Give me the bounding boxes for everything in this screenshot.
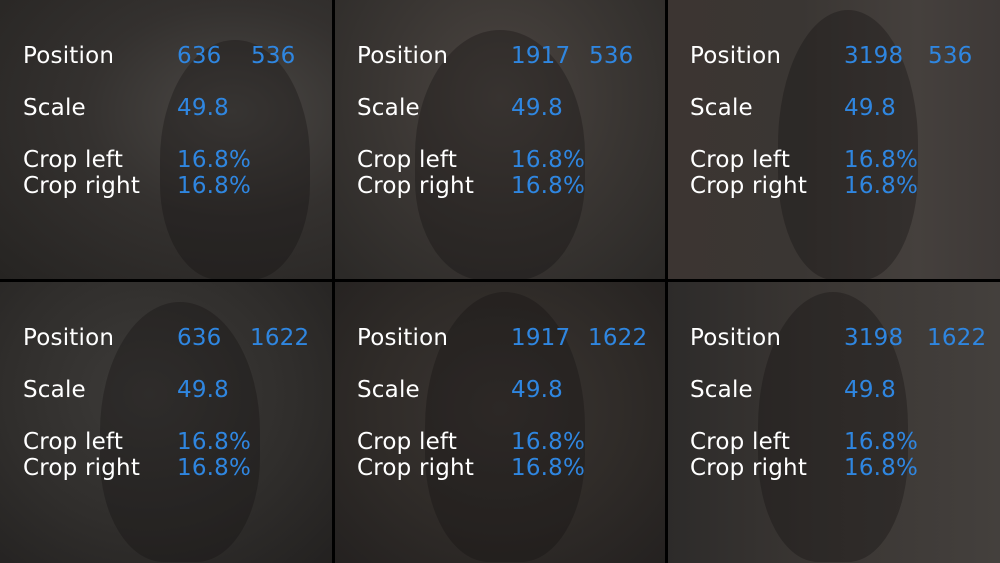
position-x-value: 636	[177, 43, 222, 69]
position-label: Position	[23, 43, 115, 69]
scale-value: 49.8	[844, 377, 897, 403]
crop-right-label: Crop right	[690, 455, 808, 481]
crop-left-label: Crop left	[690, 147, 791, 173]
crop-right-label: Crop right	[357, 455, 475, 481]
video-frame-background	[335, 282, 665, 563]
position-x-value: 3198	[844, 325, 904, 351]
video-tile-2: Position 1917 536 Scale 49.8 Crop left 1…	[335, 0, 665, 279]
crop-left-label: Crop left	[23, 429, 124, 455]
position-label: Position	[357, 43, 449, 69]
scale-label: Scale	[690, 377, 753, 403]
scale-value: 49.8	[511, 377, 564, 403]
video-tile-3: Position 3198 536 Scale 49.8 Crop left 1…	[668, 0, 1000, 279]
video-frame-background	[0, 0, 332, 279]
crop-right-value: 16.8%	[844, 455, 919, 481]
position-x-value: 1917	[511, 325, 571, 351]
crop-right-label: Crop right	[690, 173, 808, 199]
position-y-value: 536	[251, 43, 296, 69]
crop-right-value: 16.8%	[177, 455, 252, 481]
crop-left-value: 16.8%	[177, 429, 252, 455]
video-tile-6: Position 3198 1622 Scale 49.8 Crop left …	[668, 282, 1000, 563]
crop-left-value: 16.8%	[511, 429, 586, 455]
crop-left-label: Crop left	[357, 147, 458, 173]
scale-label: Scale	[357, 95, 420, 121]
position-label: Position	[690, 43, 782, 69]
crop-left-value: 16.8%	[177, 147, 252, 173]
position-label: Position	[23, 325, 115, 351]
scale-label: Scale	[23, 95, 86, 121]
position-x-value: 636	[177, 325, 222, 351]
scale-value: 49.8	[177, 95, 230, 121]
person-silhouette	[100, 302, 260, 562]
crop-left-label: Crop left	[23, 147, 124, 173]
crop-right-value: 16.8%	[844, 173, 919, 199]
position-x-value: 1917	[511, 43, 571, 69]
scale-label: Scale	[23, 377, 86, 403]
crop-right-label: Crop right	[23, 455, 141, 481]
position-y-value: 536	[928, 43, 973, 69]
person-silhouette	[758, 292, 908, 562]
video-frame-background	[0, 282, 332, 563]
position-y-value: 1622	[250, 325, 310, 351]
position-x-value: 3198	[844, 43, 904, 69]
scale-value: 49.8	[844, 95, 897, 121]
crop-right-label: Crop right	[357, 173, 475, 199]
scale-label: Scale	[357, 377, 420, 403]
position-label: Position	[690, 325, 782, 351]
person-silhouette	[160, 40, 310, 279]
crop-left-value: 16.8%	[844, 429, 919, 455]
video-tile-1: Position 636 536 Scale 49.8 Crop left 16…	[0, 0, 332, 279]
video-tile-4: Position 636 1622 Scale 49.8 Crop left 1…	[0, 282, 332, 563]
person-silhouette	[415, 30, 585, 279]
video-frame-background	[668, 282, 1000, 563]
video-frame-background	[335, 0, 665, 279]
crop-left-label: Crop left	[690, 429, 791, 455]
crop-right-label: Crop right	[23, 173, 141, 199]
crop-right-value: 16.8%	[511, 173, 586, 199]
video-frame-background	[668, 0, 1000, 279]
video-tile-5: Position 1917 1622 Scale 49.8 Crop left …	[335, 282, 665, 563]
position-y-value: 1622	[927, 325, 987, 351]
position-label: Position	[357, 325, 449, 351]
scale-value: 49.8	[177, 377, 230, 403]
scale-value: 49.8	[511, 95, 564, 121]
crop-left-value: 16.8%	[844, 147, 919, 173]
person-silhouette	[425, 292, 585, 562]
scale-label: Scale	[690, 95, 753, 121]
position-y-value: 536	[589, 43, 634, 69]
person-silhouette	[778, 10, 918, 279]
position-y-value: 1622	[588, 325, 648, 351]
crop-left-value: 16.8%	[511, 147, 586, 173]
crop-left-label: Crop left	[357, 429, 458, 455]
crop-right-value: 16.8%	[177, 173, 252, 199]
crop-right-value: 16.8%	[511, 455, 586, 481]
